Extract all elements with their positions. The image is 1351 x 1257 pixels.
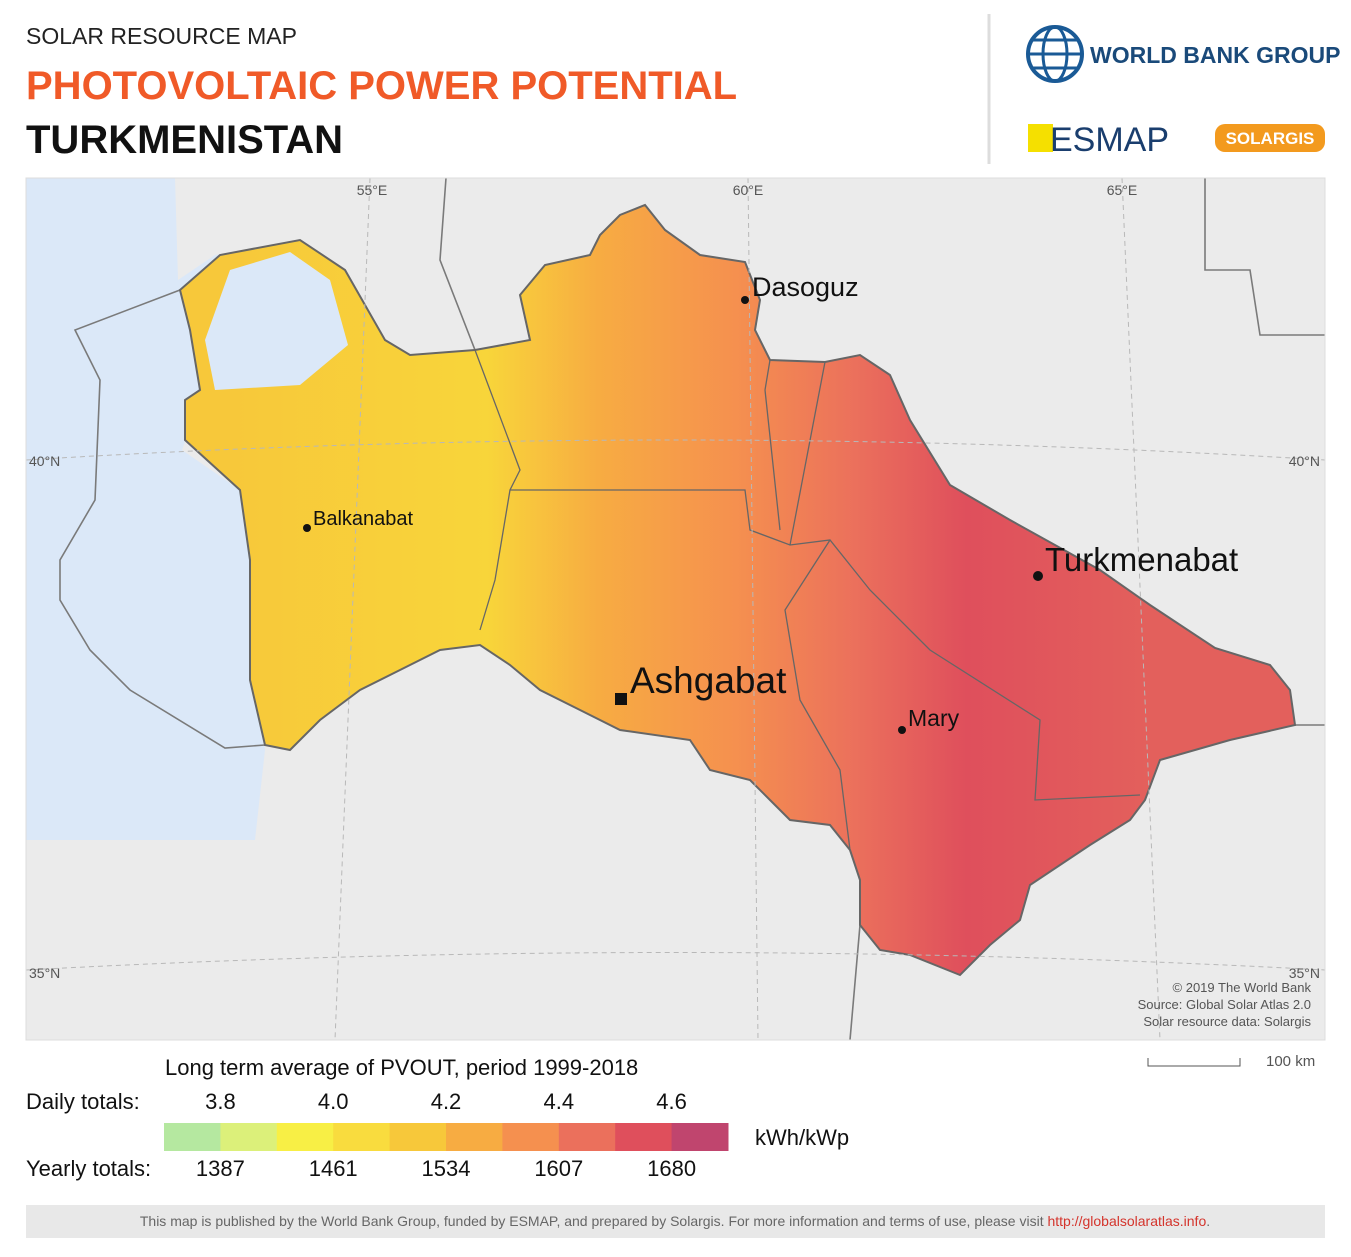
- scale-label: 100 km: [1266, 1053, 1315, 1070]
- footer: This map is published by the World Bank …: [140, 1213, 1210, 1229]
- credit: Solar resource data: Solargis: [1143, 1014, 1311, 1029]
- solargis-logo: SOLARGIS: [1215, 124, 1325, 152]
- daily-value: 4.0: [318, 1089, 349, 1114]
- legend-swatch: [446, 1123, 503, 1151]
- longitude-label: 65°E: [1107, 182, 1138, 198]
- city-label: Mary: [908, 705, 960, 731]
- daily-value: 3.8: [205, 1089, 236, 1114]
- credit: Source: Global Solar Atlas 2.0: [1138, 997, 1311, 1012]
- map: [26, 178, 1325, 1040]
- daily-value: 4.2: [431, 1089, 462, 1114]
- city-label: Balkanabat: [313, 508, 414, 530]
- esmap-logo: ESMAP: [1028, 121, 1169, 159]
- legend-swatch: [220, 1123, 278, 1151]
- map-frame: [25, 177, 1326, 1041]
- title: PHOTOVOLTAIC POWER POTENTIAL: [26, 64, 737, 108]
- footer-link[interactable]: http://globalsolaratlas.info: [1047, 1213, 1206, 1229]
- legend: Long term average of PVOUT, period 1999-…: [26, 1055, 849, 1181]
- solargis-text: SOLARGIS: [1226, 129, 1315, 148]
- yearly-value: 1534: [422, 1156, 471, 1181]
- city-label: Dasoguz: [752, 272, 859, 302]
- latitude-label: 40°N: [1289, 453, 1320, 469]
- latitude-label: 40°N: [29, 453, 60, 469]
- turkmenistan: [178, 203, 1297, 977]
- footer-text: This map is published by the World Bank …: [140, 1213, 1048, 1229]
- daily-value: 4.6: [656, 1089, 687, 1114]
- city-dot: [303, 524, 311, 532]
- yearly-value: 1680: [647, 1156, 696, 1181]
- credit: © 2019 The World Bank: [1173, 980, 1312, 995]
- longitude-label: 60°E: [733, 182, 764, 198]
- city-dot: [1033, 571, 1043, 581]
- yearly-value: 1607: [534, 1156, 583, 1181]
- footer-band: [26, 1205, 1325, 1238]
- legend-swatch: [671, 1123, 729, 1151]
- legend-swatch: [389, 1123, 447, 1151]
- legend-swatch: [276, 1123, 334, 1151]
- yearly-value: 1461: [309, 1156, 358, 1181]
- daily-value: 4.4: [544, 1089, 575, 1114]
- kara-bogaz-gol: [205, 252, 348, 390]
- longitude-label: 55°E: [357, 182, 388, 198]
- legend-swatch: [333, 1123, 391, 1151]
- legend-unit: kWh/kWp: [755, 1125, 849, 1150]
- footer-end: .: [1206, 1213, 1210, 1229]
- world-bank-text: WORLD BANK GROUP: [1090, 42, 1340, 68]
- yearly-label: Yearly totals:: [26, 1156, 151, 1181]
- capital-marker: [615, 693, 627, 705]
- esmap-text: ESMAP: [1050, 121, 1169, 159]
- city-label: Turkmenabat: [1045, 541, 1238, 578]
- world-bank-logo: WORLD BANK GROUP: [1026, 25, 1340, 83]
- city-dot: [898, 726, 906, 734]
- legend-swatch: [164, 1123, 221, 1151]
- city-label: Ashgabat: [630, 660, 787, 701]
- subtitle: SOLAR RESOURCE MAP: [26, 23, 297, 49]
- legend-swatch: [558, 1123, 616, 1151]
- legend-swatch: [615, 1123, 673, 1151]
- city-dot: [741, 296, 749, 304]
- daily-label: Daily totals:: [26, 1089, 140, 1114]
- province-borders: [474, 349, 1141, 851]
- graticule: [26, 178, 1325, 1040]
- legend-title: Long term average of PVOUT, period 1999-…: [165, 1055, 638, 1080]
- country: TURKMENISTAN: [26, 118, 343, 162]
- scale-bar: [1147, 1058, 1241, 1067]
- neighbor-borders: [59, 178, 1325, 1040]
- latitude-label: 35°N: [29, 965, 60, 981]
- yearly-value: 1387: [196, 1156, 245, 1181]
- legend-swatch: [502, 1123, 560, 1151]
- latitude-label: 35°N: [1289, 965, 1320, 981]
